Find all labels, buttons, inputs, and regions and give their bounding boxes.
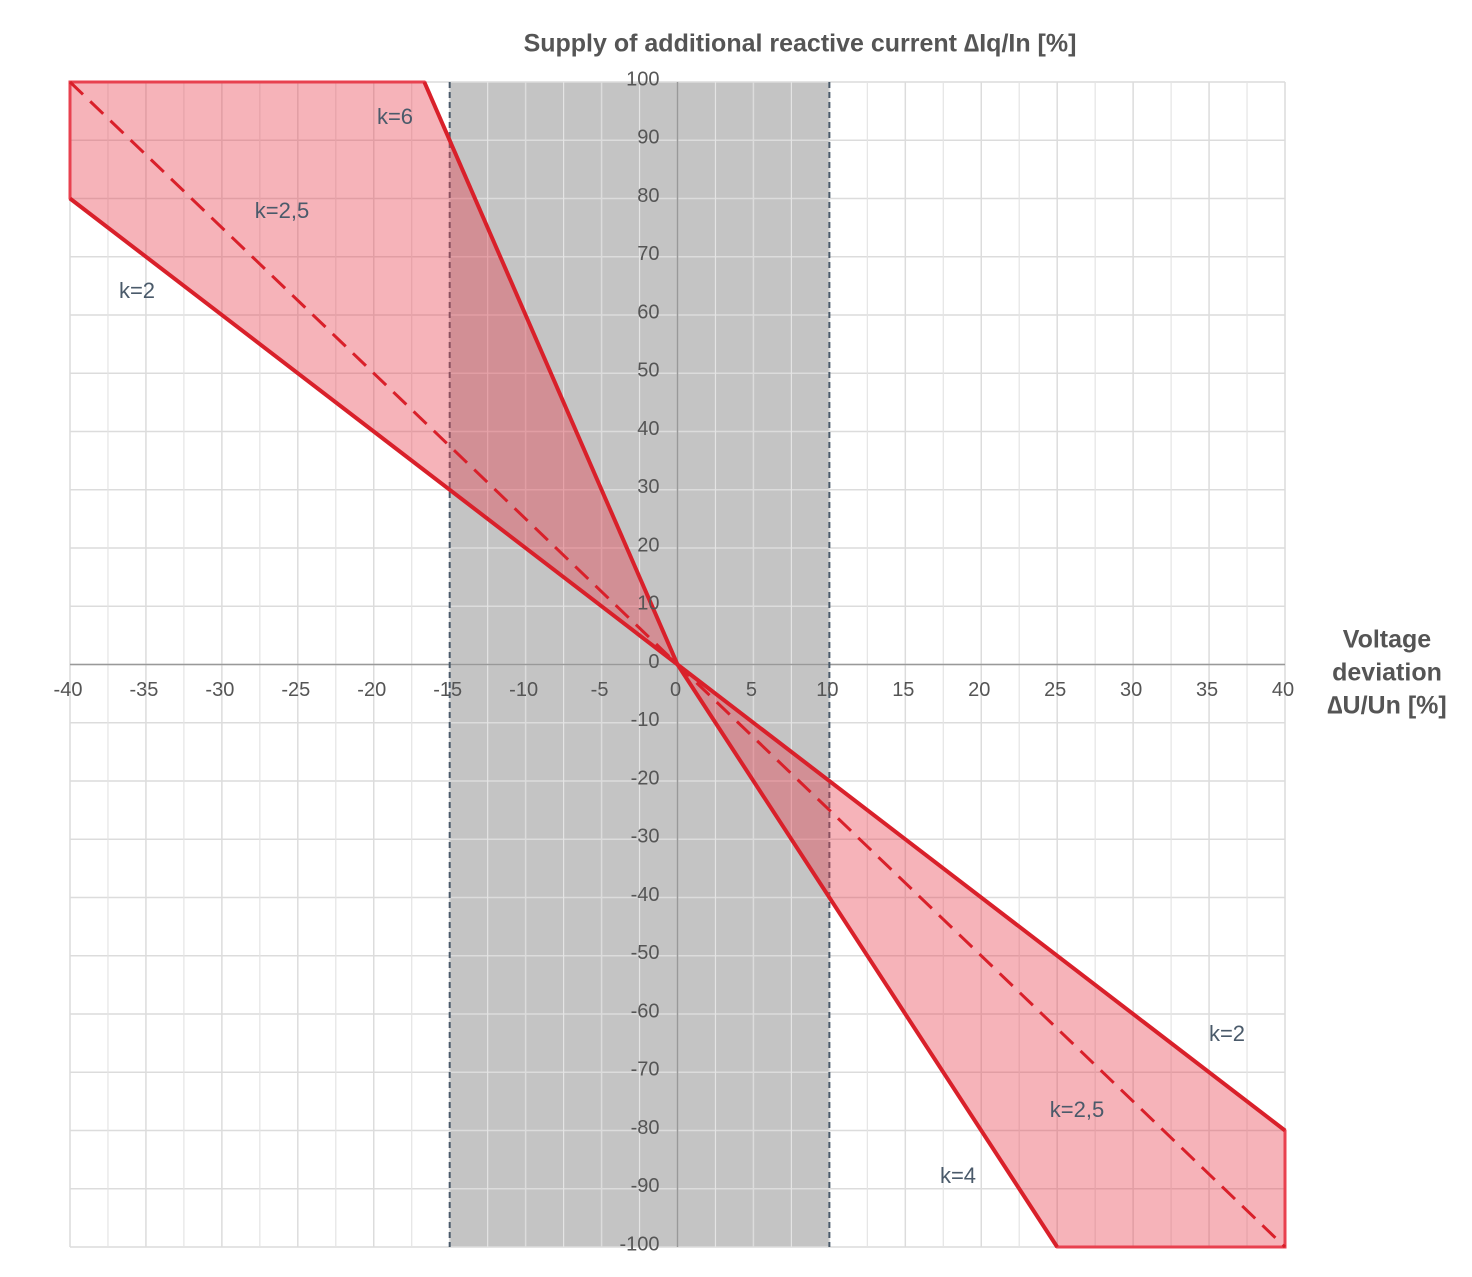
x-tick-label: 15 [892,679,914,701]
y-tick-label: -40 [631,884,660,906]
x-tick-label: 5 [746,679,757,701]
series-label: k=2 [1209,1021,1245,1046]
y-tick-label: -70 [631,1059,660,1081]
series-label: k=4 [940,1163,976,1188]
series-label: k=2,5 [1050,1097,1104,1122]
y-tick-label: -60 [631,1000,660,1022]
x-tick-label: -10 [509,679,538,701]
x-tick-label: 10 [816,679,838,701]
x-tick-label: -30 [205,679,234,701]
x-tick-label: -40 [54,679,83,701]
series-line [422,81,680,666]
x-tick-label: 40 [1272,679,1294,701]
y-tick-label: -20 [631,767,660,789]
x-tick-label: -15 [433,679,462,701]
y-tick-label: -50 [631,942,660,964]
series-label: k=2 [119,278,155,303]
y-tick-label: -10 [631,709,660,731]
y-tick-label: 100 [626,68,659,90]
x-tick-label: 30 [1120,679,1142,701]
y-tick-label: 70 [637,243,659,265]
x-axis-label: ∆U/Un [%] [1327,692,1446,720]
y-tick-label: 90 [637,127,659,149]
series-line [675,663,1059,1249]
x-tick-label: 0 [670,679,681,701]
y-tick-label: 30 [637,476,659,498]
x-axis-label: deviation [1332,659,1442,687]
x-tick-label: 25 [1044,679,1066,701]
y-tick-label: -30 [631,826,660,848]
y-tick-label: 40 [637,418,659,440]
series-label: k=2,5 [255,198,309,223]
y-tick-label: 50 [637,360,659,382]
y-tick-label: -80 [631,1117,660,1139]
y-tick-label: -90 [631,1175,660,1197]
y-tick-label: 60 [637,301,659,323]
y-tick-label: 80 [637,185,659,207]
y-tick-label: -100 [619,1233,659,1255]
x-tick-label: -5 [591,679,609,701]
series-label: k=6 [377,104,413,129]
x-tick-label: -20 [357,679,386,701]
x-tick-label: 35 [1196,679,1218,701]
y-tick-label: 10 [637,593,659,615]
x-axis-label: Voltage [1343,626,1432,654]
chart-title: Supply of additional reactive current ∆I… [524,30,1077,58]
x-tick-label: 20 [968,679,990,701]
y-tick-label: 0 [648,651,659,673]
y-tick-label: 20 [637,534,659,556]
x-tick-label: -25 [281,679,310,701]
x-tick-label: -35 [129,679,158,701]
